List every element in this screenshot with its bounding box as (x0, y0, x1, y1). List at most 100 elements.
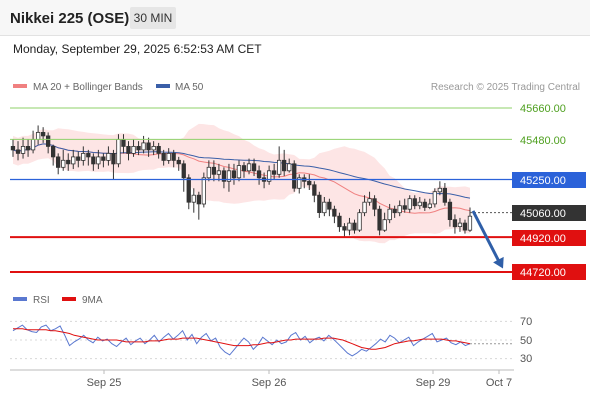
candle-body (15, 149, 21, 154)
ma50-legend-swatch (156, 84, 170, 88)
candle (196, 191, 202, 220)
level-value-45250: 45250.00 (520, 175, 566, 187)
candle-body (221, 170, 227, 182)
candle-body (131, 145, 136, 154)
candle-body (151, 145, 156, 151)
candle (407, 195, 412, 213)
x-tick-oct7: Oct 7 (486, 377, 512, 389)
candle-body (81, 152, 86, 161)
candle (397, 200, 402, 217)
candle-body (367, 198, 372, 203)
candle (337, 212, 342, 232)
level-label-45660: 45660.00 (520, 103, 566, 115)
candle-body (452, 219, 458, 228)
candle-body (116, 138, 121, 165)
candle (367, 191, 372, 206)
rsi-tick-50: 50 (520, 335, 532, 347)
ma20-legend-swatch (13, 84, 27, 88)
candle-body (121, 138, 126, 147)
candle-body (397, 205, 402, 214)
rsi-plot (10, 320, 512, 360)
candle-body (312, 184, 317, 196)
candle (176, 156, 181, 171)
candle (412, 195, 417, 210)
candle-body (322, 201, 327, 214)
candle-body (146, 142, 151, 151)
candle (387, 203, 392, 224)
candle-body (342, 226, 347, 231)
candle-body (171, 152, 176, 161)
ma50-legend-label: MA 50 (175, 82, 204, 93)
instrument-title: Nikkei 225 (OSE) (10, 10, 130, 27)
candle (241, 162, 247, 178)
candle (281, 149, 287, 177)
candle-body (166, 152, 171, 161)
candle-body (317, 194, 322, 213)
candle (206, 160, 212, 182)
candle-body (211, 166, 217, 175)
candle (271, 163, 277, 180)
candle-body (437, 187, 443, 193)
candle (327, 198, 332, 217)
candle (191, 188, 196, 213)
candle-body (266, 170, 272, 182)
candle (362, 195, 367, 217)
candle (342, 223, 347, 238)
candle (56, 153, 61, 175)
candle (447, 198, 453, 227)
candle (111, 149, 116, 180)
candle (352, 219, 357, 234)
candle (392, 205, 397, 218)
candle-body (141, 142, 146, 151)
x-tick-sep29: Sep 29 (416, 377, 451, 389)
candle (81, 146, 86, 166)
timeframe-button[interactable]: 30 MIN (130, 7, 176, 29)
candle (322, 196, 327, 217)
candle-body (30, 138, 36, 151)
candle (51, 144, 56, 166)
candle-body (66, 159, 71, 165)
candle (382, 212, 387, 232)
candle (25, 139, 31, 157)
candle (10, 139, 16, 157)
candle (256, 165, 262, 185)
candle (141, 135, 146, 154)
candle-body (251, 163, 257, 172)
candle (126, 141, 131, 161)
rsi-tick-30: 30 (520, 353, 532, 365)
candle-body (111, 152, 116, 165)
support-label-box (512, 230, 586, 246)
candle-body (226, 170, 232, 182)
candle-body (176, 159, 181, 165)
candle (20, 137, 26, 159)
level-label-45480: 45480.00 (520, 135, 566, 147)
candle (287, 158, 292, 173)
header-bar (0, 0, 590, 36)
candle-body (36, 131, 41, 140)
candle (276, 146, 282, 178)
candle-body (352, 222, 357, 231)
candle-body (281, 159, 287, 172)
candle (171, 149, 176, 168)
candle (427, 198, 433, 210)
candle-body (46, 135, 51, 147)
rsi-ma-line (13, 328, 471, 350)
candle (216, 163, 222, 182)
candle-body (201, 177, 207, 205)
level-value-45480: 45480.00 (520, 135, 566, 147)
candle-body (231, 170, 237, 179)
candle-body (76, 156, 81, 161)
rsi-legend-label: RSI (33, 295, 50, 306)
candle-body (467, 215, 473, 231)
candle-body (101, 156, 106, 161)
candle (372, 195, 377, 217)
candle-body (332, 208, 337, 217)
candle-body (382, 219, 387, 231)
bollinger-band (13, 123, 470, 244)
support2-label-box (512, 264, 586, 280)
candle (442, 183, 448, 206)
candle-body (276, 159, 282, 175)
rsi-ma-legend-label: 9MA (82, 295, 103, 306)
candle (292, 160, 297, 192)
candle-body (422, 201, 427, 208)
